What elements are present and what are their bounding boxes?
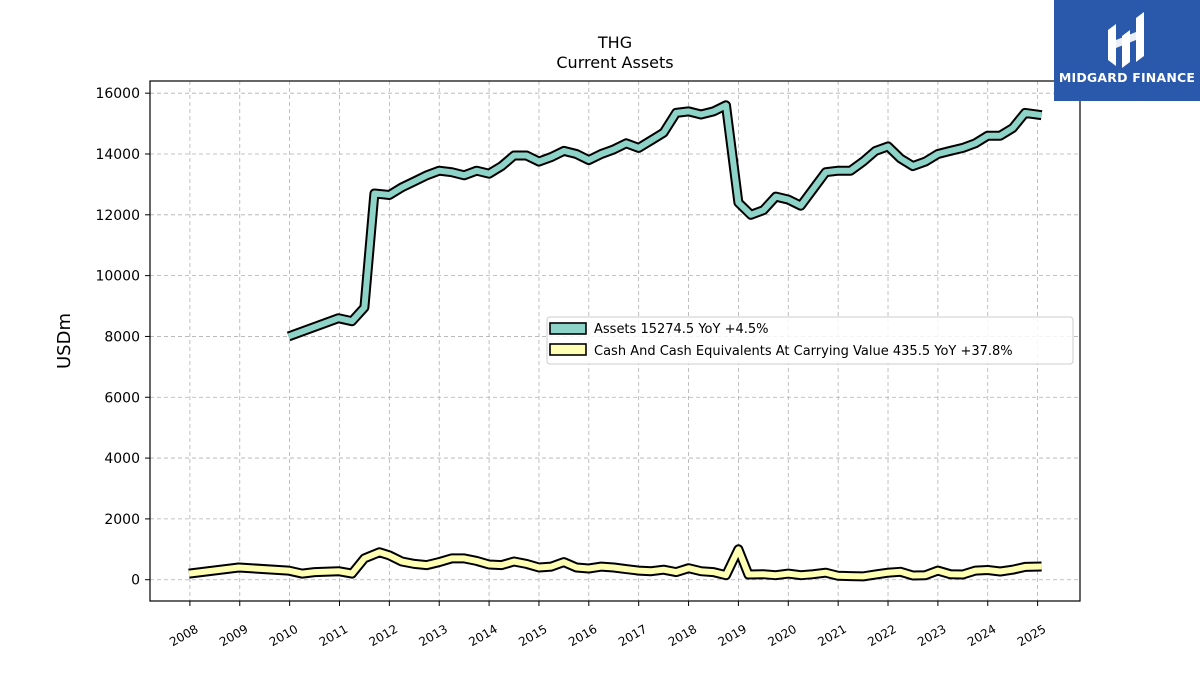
plot-frame: [149, 80, 1081, 602]
x-tick-label: 2025: [1015, 622, 1048, 649]
chart-subtitle: Current Assets: [556, 53, 673, 72]
x-tick-label: 2021: [815, 622, 848, 649]
x-tick-label: 2010: [267, 622, 300, 649]
x-tick-label: 2008: [167, 622, 200, 649]
chart-title: THG: [597, 33, 632, 52]
y-tick-label: 12000: [95, 208, 140, 224]
y-axis-label: USDm: [54, 313, 75, 369]
legend-label-assets: Assets 15274.5 YoY +4.5%: [594, 322, 769, 337]
x-tick-label: 2014: [466, 622, 499, 649]
x-tick-label: 2013: [416, 622, 449, 649]
y-tick-label: 2000: [104, 512, 140, 528]
series-line-assets: [287, 102, 1043, 340]
brand-name: MIDGARD FINANCE: [1058, 70, 1196, 85]
legend-box: [546, 316, 1074, 365]
y-tick-label: 16000: [95, 86, 140, 102]
y-tick-label: 10000: [95, 269, 140, 285]
x-tick-label: 2011: [317, 622, 350, 649]
x-tick-label: 2016: [566, 622, 599, 649]
y-tick-label: 8000: [104, 329, 140, 345]
series-lines: [188, 100, 1043, 582]
x-tick-label: 2012: [367, 622, 400, 649]
brand-logo: MIDGARD FINANCE: [1054, 0, 1200, 101]
y-tick-label: 4000: [104, 451, 140, 467]
series-line-cash-and-cash-equivalents-at-carrying-value: [188, 546, 1042, 580]
midgard-logo-icon: [1108, 12, 1144, 68]
x-tick-label: 2020: [766, 622, 799, 649]
legend: Assets 15274.5 YoY +4.5% Cash And Cash E…: [546, 316, 1074, 365]
x-tick-label: 2018: [666, 622, 699, 649]
series-outline-assets: [286, 100, 1043, 342]
x-tick-label: 2023: [915, 622, 948, 649]
x-tick-label: 2019: [716, 622, 749, 649]
y-tick-label: 14000: [95, 147, 140, 163]
x-tick-label: 2024: [965, 622, 998, 649]
legend-label-cash: Cash And Cash Equivalents At Carrying Va…: [594, 344, 1013, 359]
y-tick-label: 0: [131, 573, 140, 589]
x-tick-label: 2015: [516, 622, 549, 649]
legend-swatch-assets: [549, 322, 587, 335]
x-tick-label: 2022: [865, 622, 898, 649]
legend-swatch-cash: [549, 343, 587, 356]
y-tick-label: 6000: [104, 390, 140, 406]
x-tick-label: 2009: [217, 622, 250, 649]
x-tick-label: 2017: [616, 622, 649, 649]
